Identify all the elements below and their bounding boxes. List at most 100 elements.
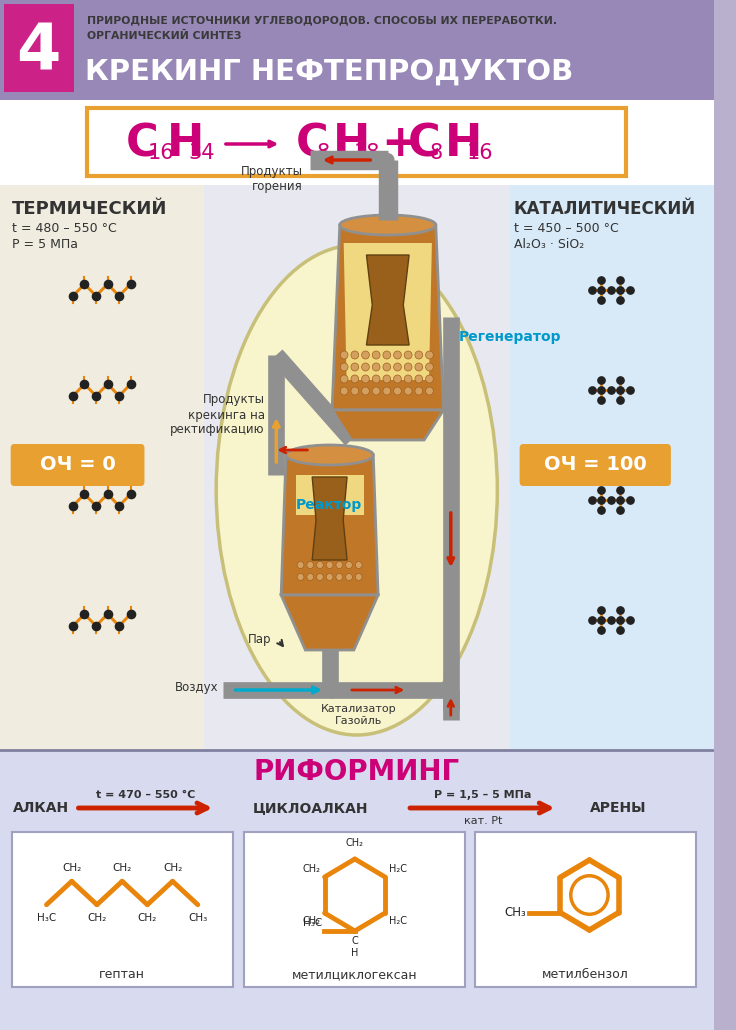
Text: Воздух: Воздух [174,682,218,694]
Circle shape [415,351,422,359]
Text: 8: 8 [430,143,442,163]
Circle shape [404,375,412,383]
Ellipse shape [216,245,498,735]
Circle shape [346,574,353,581]
Text: H: H [445,123,482,166]
Text: ЦИКЛОАЛКАН: ЦИКЛОАЛКАН [252,801,368,815]
Circle shape [351,351,358,359]
Text: 16: 16 [467,143,493,163]
Text: CH₂: CH₂ [138,913,157,923]
Text: ОЧ = 100: ОЧ = 100 [544,455,647,475]
FancyBboxPatch shape [510,185,713,750]
Text: C
H: C H [351,936,358,958]
Polygon shape [344,243,432,380]
Text: CH₂: CH₂ [62,863,82,873]
Circle shape [394,351,401,359]
Text: CH₂: CH₂ [302,864,320,874]
Circle shape [355,574,362,581]
FancyBboxPatch shape [0,185,204,750]
Polygon shape [332,410,444,440]
Circle shape [372,387,380,394]
Text: Катализатор: Катализатор [321,703,397,714]
Text: кат. Pt: кат. Pt [464,816,502,826]
Circle shape [297,561,304,569]
Circle shape [346,561,353,569]
Circle shape [404,351,412,359]
Circle shape [361,363,369,371]
Circle shape [394,387,401,394]
Circle shape [372,351,380,359]
Text: t = 480 – 550 °С: t = 480 – 550 °С [12,222,116,235]
Text: C: C [408,123,441,166]
Circle shape [351,387,358,394]
Text: 8: 8 [317,143,330,163]
Text: H₂C: H₂C [389,864,408,874]
Circle shape [326,561,333,569]
Text: 18: 18 [354,143,381,163]
FancyBboxPatch shape [520,444,671,486]
Text: +: + [381,123,418,166]
Polygon shape [281,455,378,595]
Text: метилциклогексан: метилциклогексан [292,968,417,982]
Text: КРЕКИНГ НЕФТЕПРОДУКТОВ: КРЕКИНГ НЕФТЕПРОДУКТОВ [85,58,573,85]
Circle shape [316,574,323,581]
Text: C: C [296,123,328,166]
Polygon shape [281,595,378,650]
FancyBboxPatch shape [12,832,233,987]
FancyBboxPatch shape [0,750,713,1030]
Circle shape [394,375,401,383]
FancyBboxPatch shape [244,832,465,987]
Circle shape [394,363,401,371]
Text: метилбензол: метилбензол [542,968,629,982]
Circle shape [383,387,391,394]
Text: CH₃: CH₃ [505,906,526,919]
Text: H: H [333,123,370,166]
FancyBboxPatch shape [10,444,144,486]
Circle shape [415,387,422,394]
Circle shape [340,375,348,383]
Circle shape [361,375,369,383]
FancyBboxPatch shape [0,0,713,100]
Text: H₂C: H₂C [389,916,408,926]
Text: t = 470 – 550 °С: t = 470 – 550 °С [96,790,195,800]
Polygon shape [312,477,347,560]
Ellipse shape [340,215,436,235]
Text: Пар: Пар [248,633,272,647]
Text: ОЧ = 0: ОЧ = 0 [40,455,116,475]
Circle shape [351,375,358,383]
Circle shape [415,375,422,383]
Text: Регенератор: Регенератор [459,330,561,344]
Circle shape [316,561,323,569]
Text: ТЕРМИЧЕСКИЙ: ТЕРМИЧЕСКИЙ [12,200,167,218]
Circle shape [361,351,369,359]
Circle shape [383,375,391,383]
Text: H: H [167,123,204,166]
Circle shape [336,561,343,569]
Text: Al₂O₃ · SiO₂: Al₂O₃ · SiO₂ [514,238,584,251]
Circle shape [404,387,412,394]
Text: C: C [126,123,159,166]
Text: ПРИРОДНЫЕ ИСТОЧНИКИ УГЛЕВОДОРОДОВ. СПОСОБЫ ИХ ПЕРЕРАБОТКИ.: ПРИРОДНЫЕ ИСТОЧНИКИ УГЛЕВОДОРОДОВ. СПОСО… [88,15,557,25]
Circle shape [340,351,348,359]
Text: РИФОРМИНГ: РИФОРМИНГ [254,758,460,786]
Circle shape [297,574,304,581]
Circle shape [425,387,434,394]
Circle shape [372,375,380,383]
Circle shape [415,363,422,371]
Text: Реактор: Реактор [296,497,362,512]
Circle shape [383,351,391,359]
Text: АРЕНЫ: АРЕНЫ [590,801,647,815]
Text: Продукты
крекинга на
ректификацию: Продукты крекинга на ректификацию [170,393,265,437]
FancyBboxPatch shape [4,4,74,92]
Text: CH₂: CH₂ [163,863,183,873]
Circle shape [372,363,380,371]
Text: CH₃: CH₃ [188,913,208,923]
Circle shape [425,363,434,371]
FancyBboxPatch shape [475,832,696,987]
Text: 34: 34 [188,143,215,163]
Circle shape [425,375,434,383]
Text: 16: 16 [147,143,174,163]
Circle shape [351,363,358,371]
FancyBboxPatch shape [88,108,626,176]
Circle shape [383,363,391,371]
